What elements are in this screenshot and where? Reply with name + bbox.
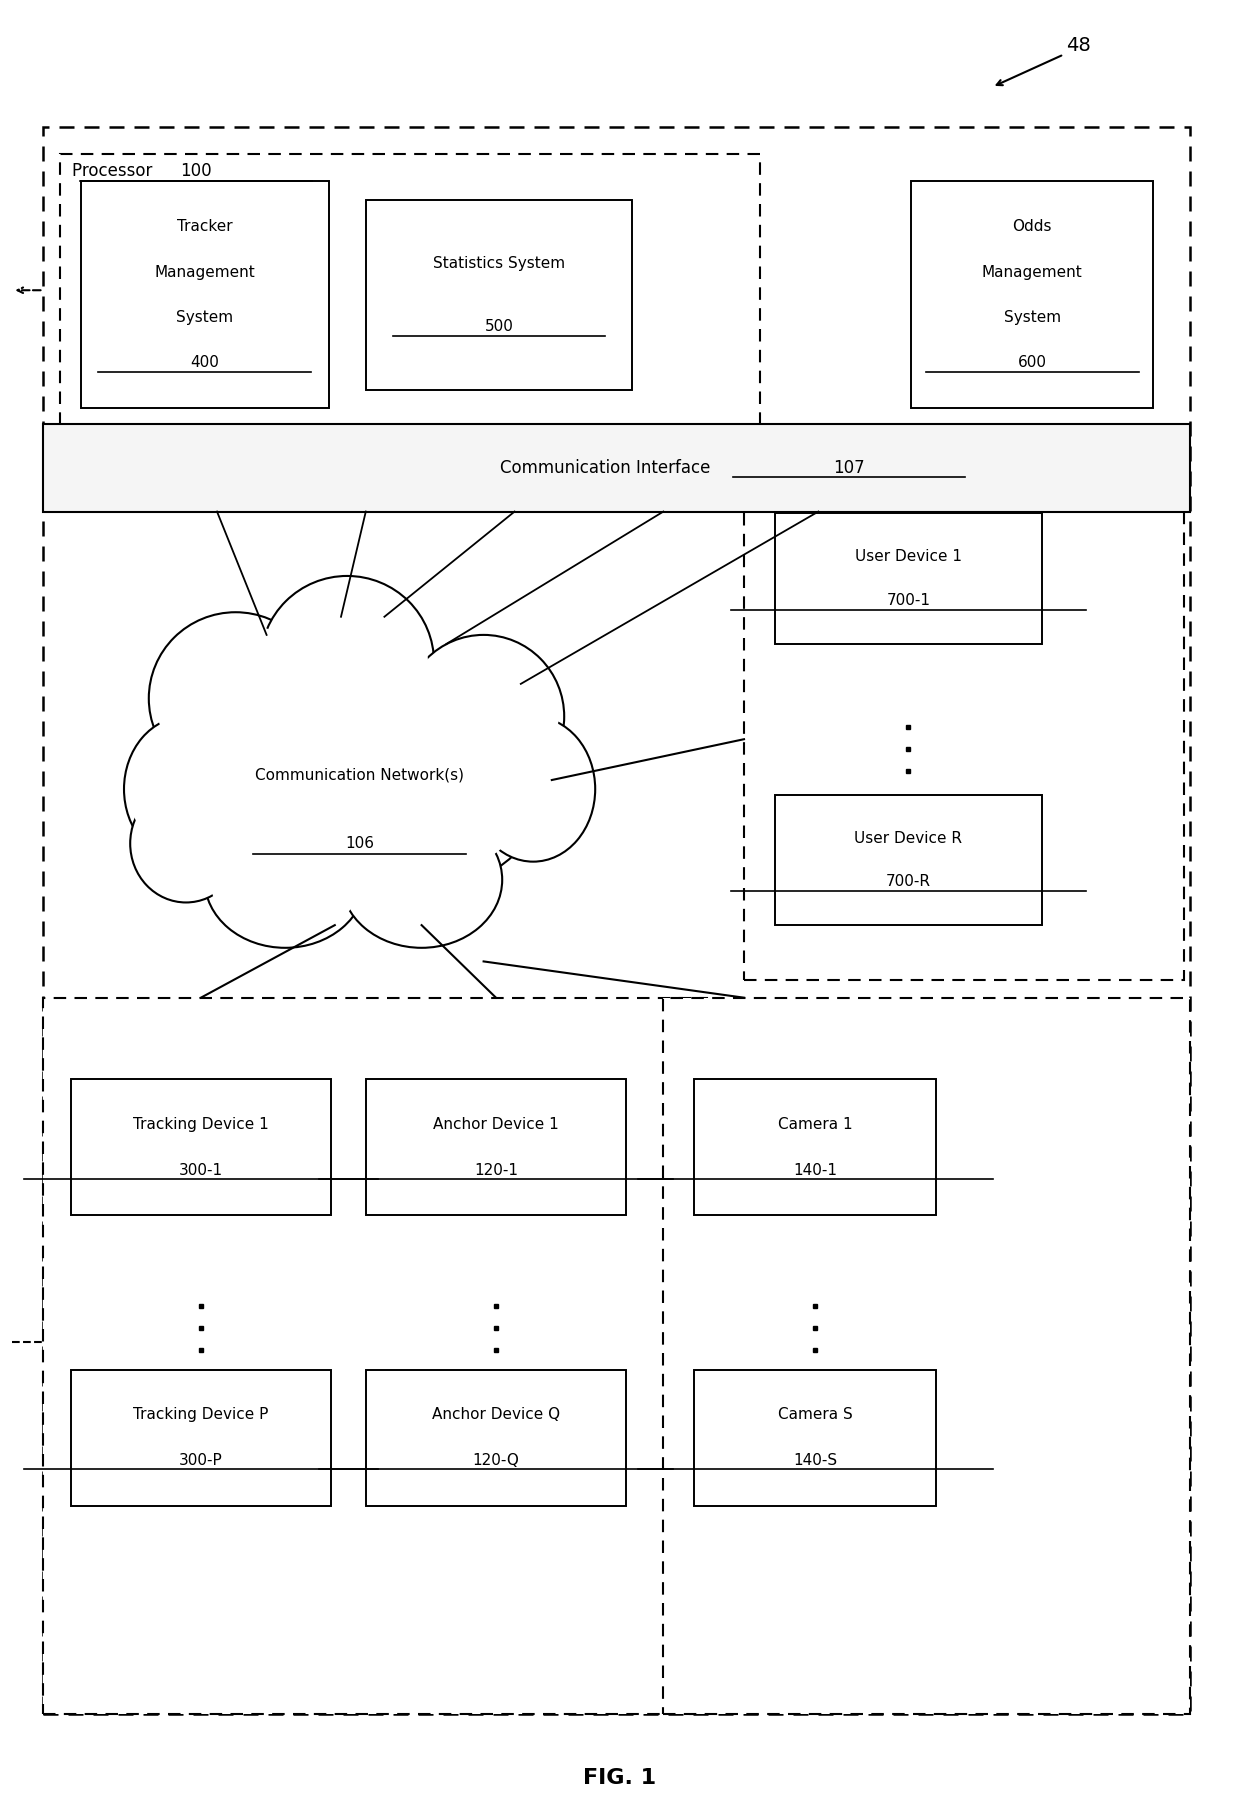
Bar <box>366 200 632 390</box>
Text: User Device 1: User Device 1 <box>854 550 962 564</box>
Ellipse shape <box>205 813 366 949</box>
Ellipse shape <box>130 784 242 903</box>
Text: 48: 48 <box>1066 36 1091 54</box>
Text: 400: 400 <box>190 356 219 370</box>
Bar <box>775 513 1042 644</box>
Text: 100: 100 <box>180 161 212 180</box>
Ellipse shape <box>186 686 532 892</box>
Text: 500: 500 <box>485 319 513 334</box>
Text: 700-1: 700-1 <box>887 593 930 608</box>
Bar <box>366 1370 626 1506</box>
Text: 140-S: 140-S <box>794 1453 837 1468</box>
Text: 120-1: 120-1 <box>474 1163 518 1177</box>
Text: 140-1: 140-1 <box>794 1163 837 1177</box>
Text: Management: Management <box>154 265 255 279</box>
Bar <box>71 1370 331 1506</box>
Text: Tracking Device 1: Tracking Device 1 <box>133 1117 269 1132</box>
Text: Odds: Odds <box>1013 219 1052 234</box>
Text: Anchor Device 1: Anchor Device 1 <box>433 1117 559 1132</box>
Text: Processor: Processor <box>72 161 157 180</box>
Ellipse shape <box>347 820 496 940</box>
Bar <box>43 424 1190 512</box>
Text: 700-R: 700-R <box>885 874 931 889</box>
Bar <box>366 1079 626 1215</box>
Text: Communication Interface: Communication Interface <box>500 459 715 477</box>
Bar <box>60 154 760 453</box>
Text: FIG. 1: FIG. 1 <box>584 1767 656 1789</box>
Text: Camera S: Camera S <box>777 1408 853 1422</box>
Text: Camera 1: Camera 1 <box>777 1117 853 1132</box>
Text: 300-1: 300-1 <box>179 1163 223 1177</box>
Ellipse shape <box>476 726 591 853</box>
Text: Management: Management <box>982 265 1083 279</box>
Ellipse shape <box>124 717 248 862</box>
Text: Communication Network(s): Communication Network(s) <box>255 767 464 782</box>
Text: 120-Q: 120-Q <box>472 1453 520 1468</box>
Ellipse shape <box>211 820 360 940</box>
Bar <box>775 795 1042 925</box>
Text: Tracking Device P: Tracking Device P <box>133 1408 269 1422</box>
Text: 107: 107 <box>833 459 866 477</box>
Bar <box>744 499 1184 980</box>
Ellipse shape <box>341 813 502 949</box>
Bar <box>911 181 1153 408</box>
Bar <box>71 1079 331 1215</box>
Bar <box>663 998 1190 1714</box>
Ellipse shape <box>471 717 595 862</box>
Text: User Device R: User Device R <box>854 831 962 845</box>
Ellipse shape <box>409 644 558 789</box>
Ellipse shape <box>134 791 238 896</box>
Ellipse shape <box>260 577 434 747</box>
Text: Statistics System: Statistics System <box>433 256 565 270</box>
Text: 600: 600 <box>1018 356 1047 370</box>
Text: System: System <box>176 310 233 325</box>
Ellipse shape <box>155 622 316 775</box>
Text: 106: 106 <box>345 836 374 851</box>
Ellipse shape <box>174 671 546 907</box>
Text: 300-P: 300-P <box>179 1453 223 1468</box>
Bar <box>81 181 329 408</box>
Text: Tracker: Tracker <box>177 219 232 234</box>
Ellipse shape <box>267 586 428 738</box>
Bar <box>694 1079 936 1215</box>
Text: System: System <box>1003 310 1061 325</box>
Ellipse shape <box>128 726 243 853</box>
Ellipse shape <box>149 613 322 784</box>
Bar <box>43 127 1190 1714</box>
Bar <box>694 1370 936 1506</box>
Bar <box>43 998 707 1714</box>
Ellipse shape <box>403 635 564 798</box>
Text: Anchor Device Q: Anchor Device Q <box>432 1408 560 1422</box>
